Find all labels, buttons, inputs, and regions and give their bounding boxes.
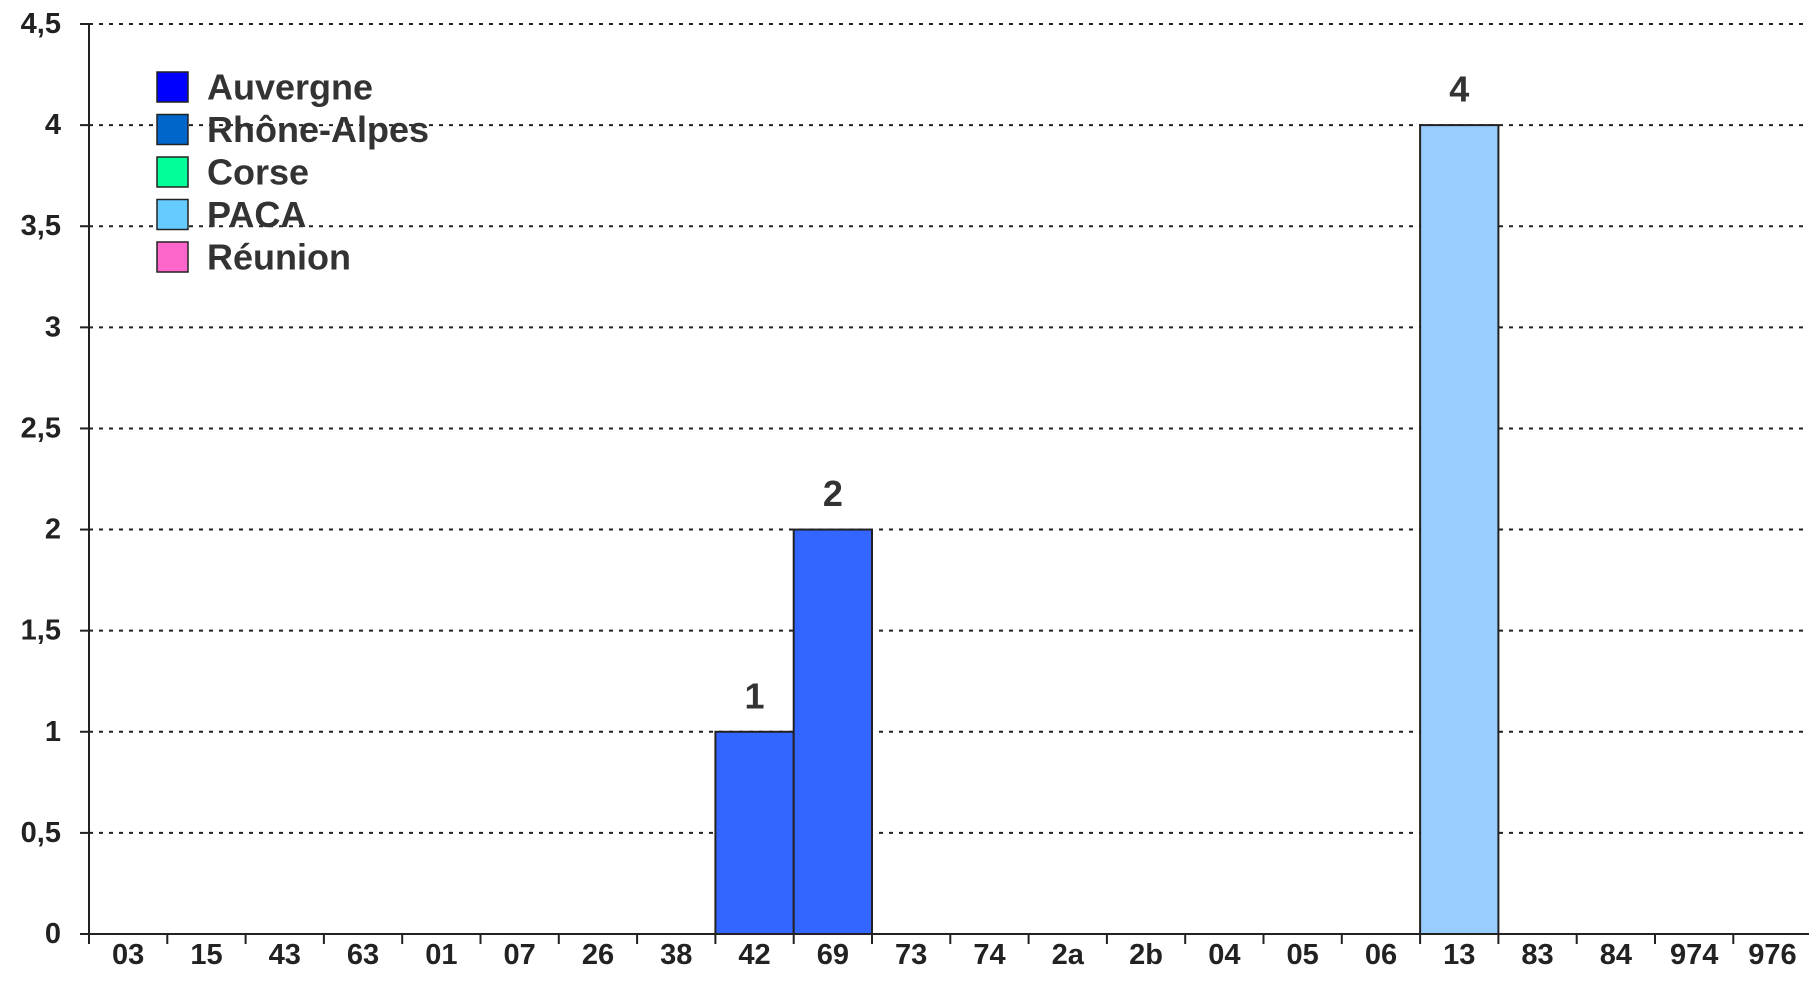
x-tick-label: 04 xyxy=(1208,939,1240,971)
y-tick-label: 4 xyxy=(45,109,61,141)
y-tick-label: 1,5 xyxy=(21,615,61,647)
y-tick-label: 1 xyxy=(45,716,61,748)
x-tick-label: 69 xyxy=(817,939,849,971)
x-tick-label: 06 xyxy=(1365,939,1397,971)
bar-69 xyxy=(792,528,874,935)
legend-swatch xyxy=(156,156,189,188)
bars xyxy=(714,124,1500,936)
data-label: 2 xyxy=(823,473,843,514)
y-tick-label: 2,5 xyxy=(21,412,61,444)
legend-label: Corse xyxy=(207,152,309,193)
bar-13 xyxy=(1419,124,1500,936)
legend-label: Auvergne xyxy=(207,67,373,108)
y-tick-label: 3 xyxy=(45,311,61,343)
x-axis-ticks: 03 15 43 63 01 07 26 38 42 69 73 74 2a 2b 04 05 06 13 83 84… xyxy=(88,934,1797,971)
x-tick-label: 2a xyxy=(1052,939,1085,971)
legend-swatch xyxy=(156,71,189,103)
x-tick-label: 42 xyxy=(738,939,770,971)
x-tick-label: 83 xyxy=(1521,939,1553,971)
data-label: 1 xyxy=(745,675,765,716)
legend-swatch xyxy=(156,113,189,146)
axes xyxy=(88,24,1809,935)
x-tick-label: 976 xyxy=(1748,939,1796,971)
y-tick-label: 0 xyxy=(45,918,61,950)
x-tick-label: 26 xyxy=(582,939,614,971)
y-tick-label: 2 xyxy=(45,514,61,546)
x-tick-label: 05 xyxy=(1287,939,1319,971)
y-axis-ticks: 0 0,5 1 1,5 2 2,5 3 3,5 4 4,5 xyxy=(21,8,89,950)
y-tick-label: 3,5 xyxy=(21,210,61,242)
x-tick-label: 03 xyxy=(112,939,144,971)
y-tick-label: 4,5 xyxy=(21,8,61,40)
x-tick-label: 74 xyxy=(973,939,1005,971)
data-labels: 1 2 4 xyxy=(745,69,1470,717)
x-tick-label: 01 xyxy=(425,939,457,971)
y-tick-label: 0,5 xyxy=(21,817,61,849)
x-tick-label: 13 xyxy=(1443,939,1475,971)
legend-label: PACA xyxy=(207,194,306,235)
legend-swatch xyxy=(156,198,189,231)
x-tick-label: 84 xyxy=(1600,939,1632,971)
x-tick-label: 63 xyxy=(347,939,379,971)
x-tick-label: 07 xyxy=(504,939,536,971)
grid-lines xyxy=(89,23,1809,834)
x-tick-label: 38 xyxy=(660,939,692,971)
x-tick-label: 43 xyxy=(269,939,301,971)
x-tick-label: 2b xyxy=(1129,939,1163,971)
data-label: 4 xyxy=(1449,69,1469,110)
legend-label: Réunion xyxy=(207,237,351,278)
legend-swatch xyxy=(156,241,189,273)
bar-42 xyxy=(714,730,795,935)
x-tick-label: 15 xyxy=(190,939,222,971)
x-tick-label: 73 xyxy=(895,939,927,971)
legend-label: Rhône-Alpes xyxy=(207,109,429,150)
x-tick-label: 974 xyxy=(1670,939,1718,971)
